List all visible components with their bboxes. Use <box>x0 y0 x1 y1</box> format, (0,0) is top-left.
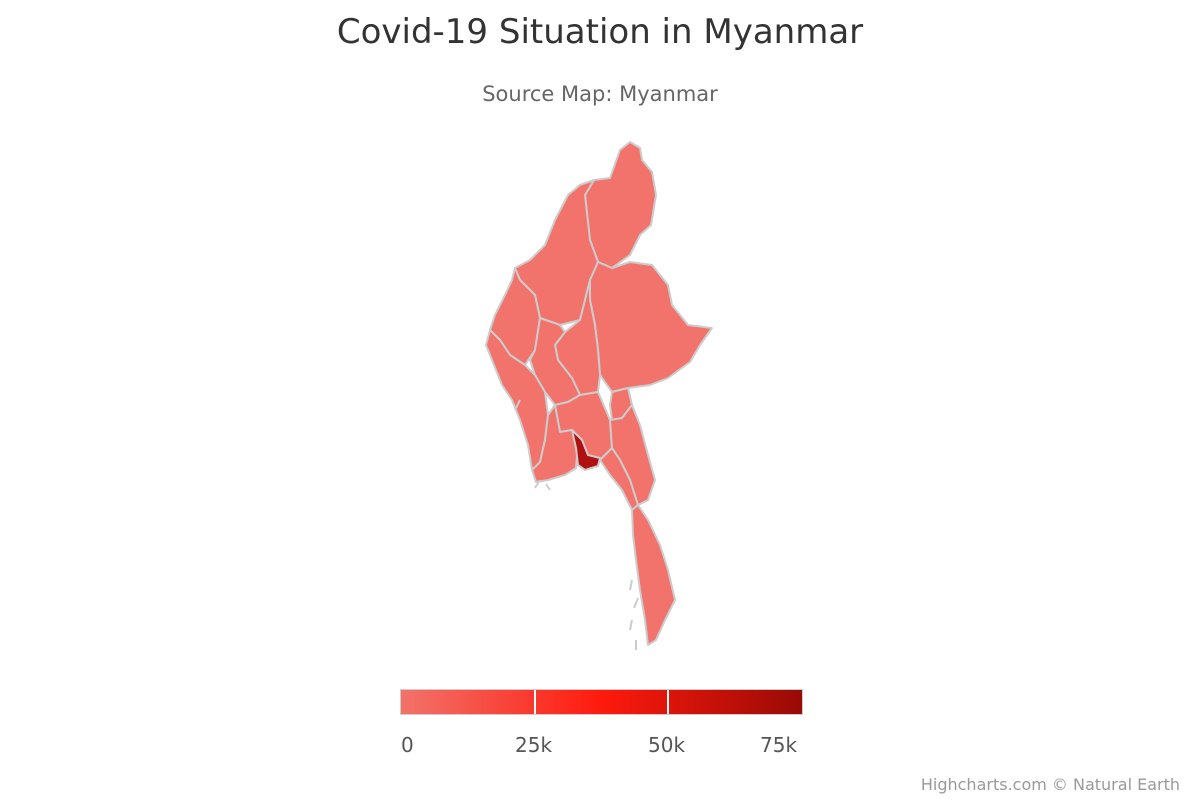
region-shan[interactable] <box>589 261 713 393</box>
chart-subtitle: Source Map: Myanmar <box>482 82 718 106</box>
legend-tick <box>667 690 669 714</box>
region-tanintharyi[interactable] <box>631 504 676 646</box>
legend-tick <box>534 690 536 714</box>
chart-title: Covid-19 Situation in Myanmar <box>336 12 864 52</box>
legend-label-50k: 50k <box>648 733 686 757</box>
legend-label-0: 0 <box>401 733 414 757</box>
legend-label-25k: 25k <box>515 733 553 757</box>
region-ayeyarwady[interactable] <box>531 404 579 483</box>
island-group <box>514 399 639 650</box>
credits-link[interactable]: Highcharts.com © Natural Earth <box>920 775 1180 794</box>
region-kachin[interactable] <box>584 141 657 269</box>
legend-labels: 0 25k 50k 75k <box>0 733 1200 763</box>
region-yangon[interactable] <box>571 429 601 471</box>
color-axis-legend <box>400 689 803 715</box>
legend-label-75k: 75k <box>760 733 798 757</box>
